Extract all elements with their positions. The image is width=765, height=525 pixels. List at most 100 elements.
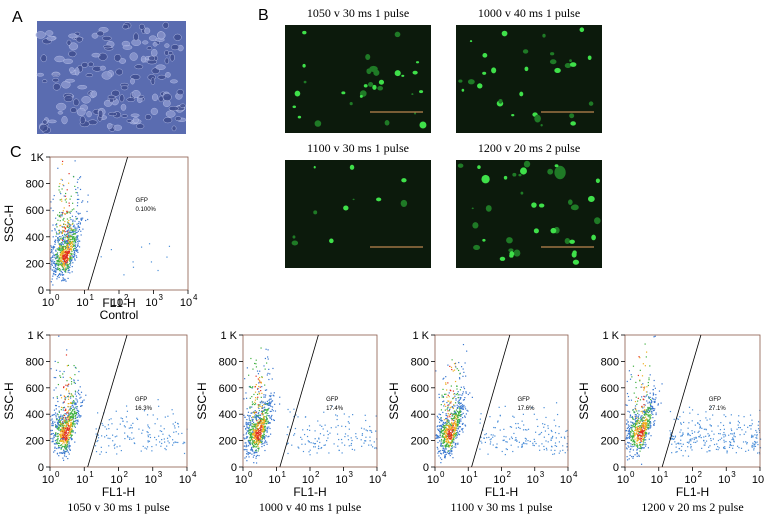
event-dot xyxy=(757,443,759,446)
event-dot xyxy=(172,439,174,441)
event-dot xyxy=(505,448,507,450)
event-dot xyxy=(272,410,274,412)
cell xyxy=(540,123,543,127)
event-dot xyxy=(73,255,75,258)
event-dot xyxy=(699,425,701,427)
event-dot xyxy=(257,423,259,425)
event-dot xyxy=(679,416,681,418)
event-dot xyxy=(52,414,54,416)
event-dot xyxy=(635,387,637,389)
event-dot xyxy=(63,236,65,238)
event-dot xyxy=(65,201,67,203)
y-tick-label: 800 xyxy=(26,356,44,368)
event-dot xyxy=(62,373,64,375)
event-dot xyxy=(438,455,440,457)
event-dot xyxy=(443,450,445,452)
event-dot xyxy=(59,423,62,425)
event-dot xyxy=(50,248,53,251)
event-dot xyxy=(81,404,83,407)
event-dot xyxy=(75,241,77,244)
event-dot xyxy=(459,402,462,404)
gate-label: GFP xyxy=(709,397,721,403)
event-dot xyxy=(680,429,682,431)
event-dot xyxy=(652,392,654,394)
event-dot xyxy=(53,409,56,411)
event-dot xyxy=(74,414,76,417)
event-dot xyxy=(670,437,672,440)
event-dot xyxy=(66,264,68,266)
event-dot xyxy=(642,435,645,437)
event-dot xyxy=(52,262,55,264)
event-dot xyxy=(254,450,257,452)
event-dot xyxy=(711,430,713,432)
event-dot xyxy=(640,416,642,419)
event-dot xyxy=(643,438,645,440)
event-dot xyxy=(447,438,449,440)
event-dot xyxy=(442,411,444,414)
event-dot xyxy=(252,386,254,388)
event-dot xyxy=(55,271,57,273)
event-dot xyxy=(717,449,719,451)
cell xyxy=(81,62,89,68)
event-dot xyxy=(57,422,59,424)
event-dot xyxy=(65,440,67,443)
event-dot xyxy=(631,416,633,418)
event-dot xyxy=(301,438,303,440)
event-dot xyxy=(456,417,458,420)
event-dot xyxy=(65,429,67,431)
event-dot xyxy=(62,443,64,445)
event-dot xyxy=(159,430,161,432)
event-dot xyxy=(261,419,263,421)
event-dot xyxy=(457,417,459,419)
event-dot xyxy=(52,259,54,261)
event-dot xyxy=(55,405,58,407)
event-dot xyxy=(55,416,57,418)
event-dot xyxy=(58,445,60,447)
event-dot xyxy=(66,265,68,267)
event-dot xyxy=(77,242,79,244)
event-dot xyxy=(66,267,68,269)
event-dot xyxy=(642,447,644,449)
event-dot xyxy=(627,430,629,432)
event-dot xyxy=(97,412,99,414)
event-dot xyxy=(60,231,62,233)
event-dot xyxy=(161,438,163,441)
event-dot xyxy=(647,384,649,387)
event-dot xyxy=(697,422,699,424)
event-dot xyxy=(154,423,156,425)
cell xyxy=(461,88,465,92)
event-dot xyxy=(68,269,70,271)
event-dot xyxy=(269,410,271,413)
event-dot xyxy=(446,429,448,431)
event-dot xyxy=(67,423,70,425)
event-dot xyxy=(640,386,642,388)
event-dot xyxy=(68,429,70,432)
event-dot xyxy=(454,413,456,415)
event-dot xyxy=(754,441,756,443)
cell xyxy=(144,27,151,35)
event-dot xyxy=(252,428,254,430)
y-axis-label: SSC-H xyxy=(2,205,16,242)
event-dot xyxy=(626,434,628,436)
cell xyxy=(121,114,128,118)
event-dot xyxy=(510,436,513,438)
event-dot xyxy=(68,173,70,175)
event-dot xyxy=(444,409,446,411)
event-dot xyxy=(58,257,60,259)
event-dot xyxy=(443,432,445,434)
event-dot xyxy=(326,430,329,432)
event-dot xyxy=(639,427,641,429)
event-dot xyxy=(449,452,451,454)
event-dot xyxy=(250,412,252,414)
event-dot xyxy=(648,397,650,400)
event-dot xyxy=(723,439,725,441)
event-dot xyxy=(449,444,452,446)
event-dot xyxy=(55,387,57,389)
cell xyxy=(564,238,571,244)
event-dot xyxy=(246,408,248,410)
event-dot xyxy=(76,256,78,258)
event-dot xyxy=(286,443,289,445)
event-dot xyxy=(252,446,254,448)
event-dot xyxy=(252,456,254,458)
event-dot xyxy=(545,440,547,442)
